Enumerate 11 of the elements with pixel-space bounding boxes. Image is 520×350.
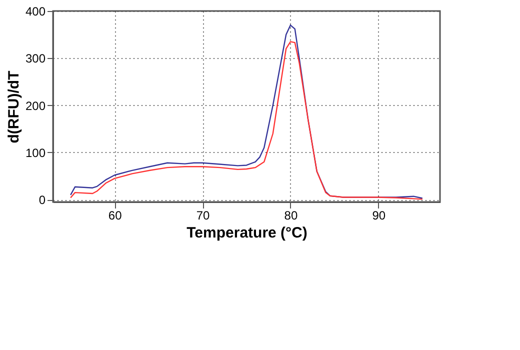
y-tick-label: 0 [38, 193, 46, 208]
y-axis-title: d(RFU)/dT [5, 70, 22, 144]
y-tick-label: 200 [25, 98, 46, 113]
x-tick-label: 60 [108, 208, 122, 222]
x-tick-label: 70 [196, 208, 210, 222]
y-tick-label: 300 [25, 52, 46, 66]
y-tick-label: 100 [25, 146, 46, 160]
x-axis-title: Temperature (°C) [186, 224, 308, 242]
x-tick-label: 90 [372, 208, 386, 222]
x-tick-label: 80 [284, 208, 298, 222]
y-tick-label: 400 [25, 4, 46, 18]
